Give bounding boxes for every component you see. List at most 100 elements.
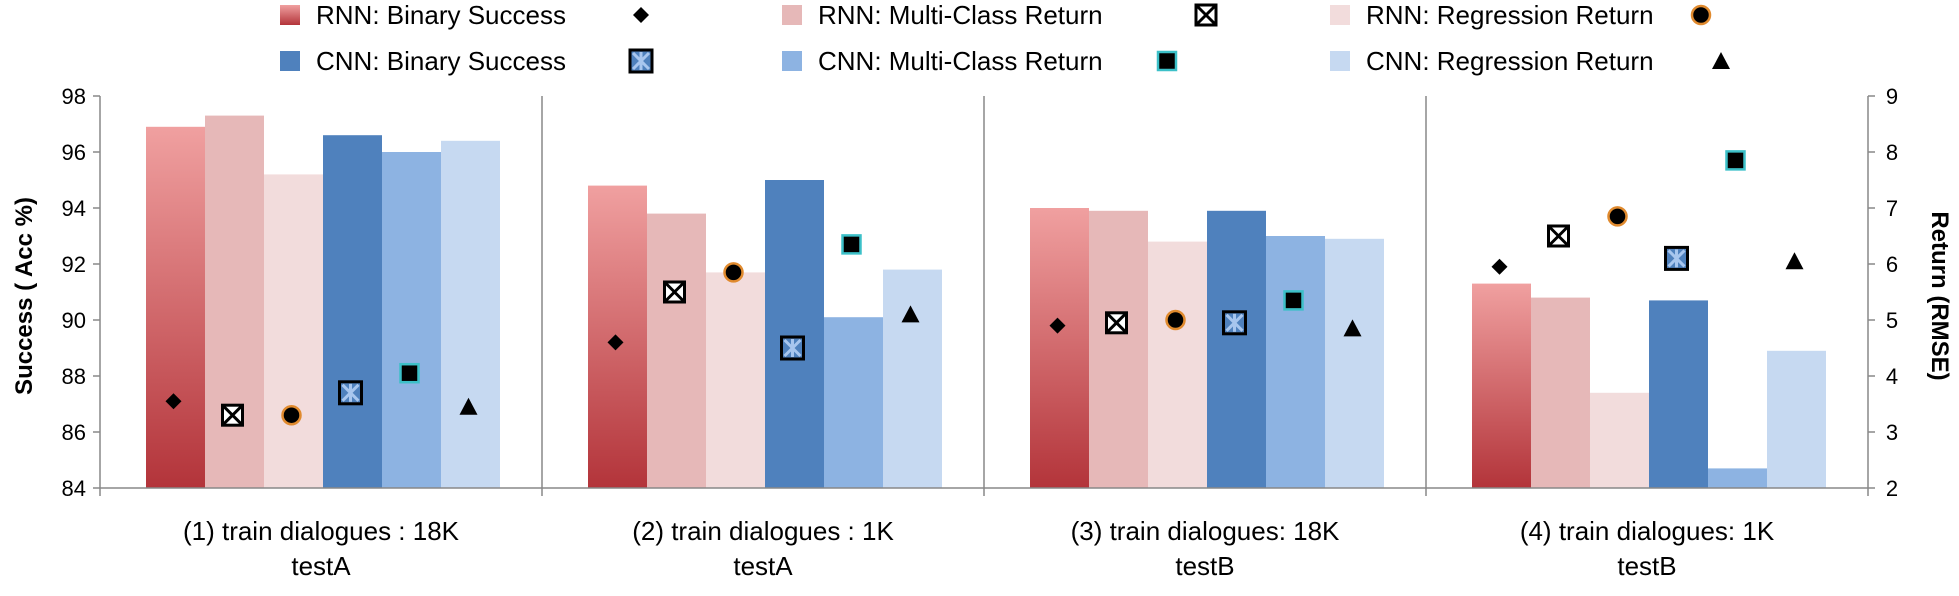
bar	[1708, 468, 1767, 488]
diamond-icon	[165, 393, 182, 410]
legend-swatch	[280, 51, 300, 71]
legend-item: CNN: Multi-Class Return	[782, 46, 1178, 76]
x-stroke	[221, 404, 244, 427]
y2-tick-label: 8	[1886, 140, 1898, 165]
x-category-label: (1) train dialogues : 18K	[183, 516, 460, 546]
circle-icon	[1607, 206, 1628, 227]
x-stroke	[1194, 3, 1218, 27]
x-category-label: testB	[1617, 551, 1676, 581]
circle-shape	[1165, 309, 1186, 331]
legend-item: RNN: Multi-Class Return	[782, 0, 1218, 30]
legend-item: RNN: Regression Return	[1330, 0, 1712, 30]
bar	[765, 180, 824, 488]
square-shape	[1725, 150, 1746, 171]
diamond-shape	[1491, 258, 1508, 275]
bar	[1266, 236, 1325, 488]
bar	[1148, 241, 1207, 488]
y-tick-label: 96	[62, 140, 86, 165]
box-star-icon	[780, 335, 805, 361]
axes: 84 86 88 90 92 94 96 98 2 3 4 5 6 7 8 9 (1) train dialog…	[62, 84, 1899, 581]
bar	[264, 174, 323, 488]
legend-label: RNN: Regression Return	[1366, 0, 1654, 30]
square-shape	[1156, 50, 1178, 72]
circle-icon	[1690, 4, 1712, 26]
y2-tick-label: 3	[1886, 420, 1898, 445]
circle-shape	[1690, 4, 1712, 26]
box-x-icon	[221, 403, 244, 427]
box-x-icon	[1547, 224, 1570, 248]
bar	[1649, 300, 1708, 488]
x-stroke	[1105, 311, 1128, 334]
triangle-shape	[1343, 319, 1362, 337]
legend-label: RNN: Binary Success	[316, 0, 566, 30]
x-category-label: testB	[1175, 551, 1234, 581]
diamond-icon	[1491, 258, 1508, 275]
circle-icon	[1165, 309, 1186, 331]
circle-shape	[281, 404, 302, 426]
triangle-icon	[1712, 52, 1730, 69]
legend-item: CNN: Binary Success	[280, 46, 654, 76]
box-x-icon	[1194, 3, 1218, 27]
bar	[382, 152, 441, 488]
legend-swatch	[782, 51, 802, 71]
y-tick-label: 90	[62, 308, 86, 333]
x-category-label: testA	[291, 551, 351, 581]
bar	[1030, 208, 1089, 488]
bar	[1590, 392, 1649, 488]
y-axis-title: Success ( Acc %)	[11, 197, 38, 395]
square-icon	[1725, 150, 1746, 171]
y2-tick-label: 2	[1886, 476, 1898, 501]
legend-item: RNN: Binary Success	[280, 0, 649, 30]
legend-label: RNN: Multi-Class Return	[818, 0, 1103, 30]
bar	[1089, 210, 1148, 489]
legend-label: CNN: Multi-Class Return	[818, 46, 1103, 76]
y2-tick-label: 7	[1886, 196, 1898, 221]
x-category-label: (2) train dialogues : 1K	[632, 516, 894, 546]
y2-tick-label: 6	[1886, 252, 1898, 277]
x-stroke	[1547, 224, 1570, 248]
diamond-shape	[633, 7, 649, 23]
diamond-icon	[607, 334, 624, 351]
triangle-shape	[459, 397, 478, 415]
box-star-icon	[628, 48, 654, 74]
square-shape	[1283, 290, 1304, 311]
diamond-icon	[633, 7, 649, 23]
box-star-icon	[338, 380, 363, 406]
box-star-icon	[1222, 310, 1247, 336]
diamond-icon	[1049, 317, 1066, 334]
bar	[647, 213, 706, 488]
bar	[706, 272, 765, 488]
square-shape	[841, 234, 862, 255]
legend-item: CNN: Regression Return	[1330, 46, 1730, 76]
y2-axis-title: Return (RMSE)	[1926, 211, 1953, 380]
x-category-label: (3) train dialogues: 18K	[1071, 516, 1340, 546]
bar	[1531, 297, 1590, 488]
y-tick-label: 94	[62, 196, 86, 221]
bar	[441, 140, 500, 489]
triangle-shape	[1785, 252, 1804, 270]
triangle-icon	[901, 305, 920, 323]
bar	[1767, 350, 1826, 488]
bars	[146, 115, 1826, 489]
legend-swatch	[1330, 5, 1350, 25]
y-tick-label: 86	[62, 420, 86, 445]
circle-icon	[281, 404, 302, 426]
square-shape	[399, 362, 420, 384]
y2-tick-label: 9	[1886, 84, 1898, 109]
bar	[205, 115, 264, 488]
x-category-label: testA	[733, 551, 793, 581]
bar	[1207, 210, 1266, 489]
bar	[146, 126, 205, 489]
box-x-icon	[663, 280, 686, 304]
box-star-icon	[1664, 245, 1689, 271]
square-icon	[1156, 50, 1178, 72]
box-x-icon	[1105, 311, 1128, 335]
square-icon	[1283, 290, 1304, 311]
legend-swatch	[1330, 51, 1350, 71]
triangle-icon	[1785, 252, 1804, 270]
legend-label: CNN: Binary Success	[316, 46, 566, 76]
y-tick-label: 84	[62, 476, 86, 501]
y2-tick-label: 4	[1886, 364, 1898, 389]
diamond-shape	[607, 334, 624, 351]
